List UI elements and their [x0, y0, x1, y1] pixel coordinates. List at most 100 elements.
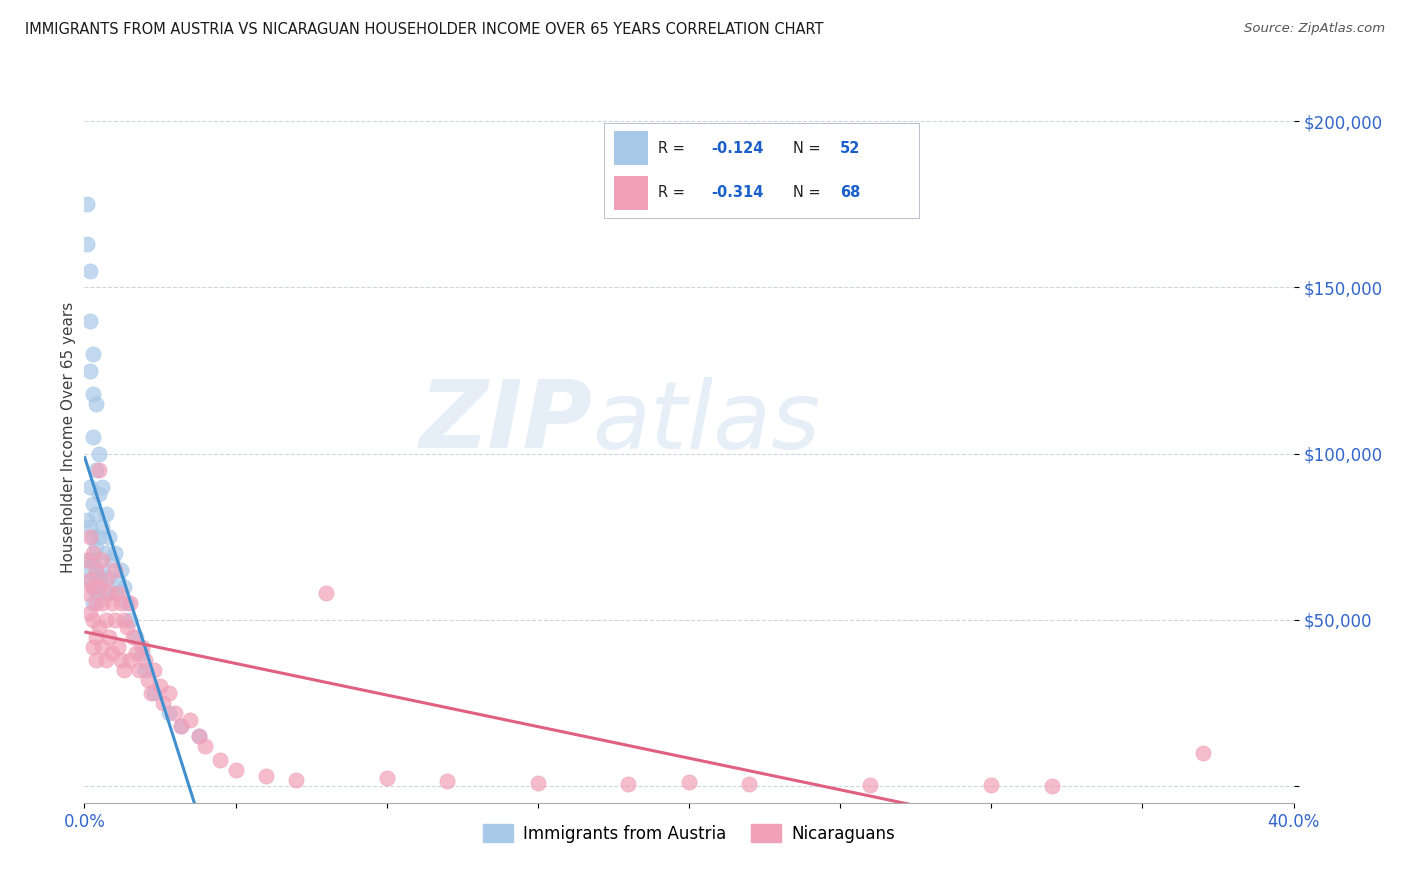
- Point: [118, 596, 141, 610]
- Point: [115, 596, 138, 610]
- Point: [91, 596, 114, 610]
- Point: [104, 613, 127, 627]
- Point: [170, 719, 193, 733]
- Point: [89, 530, 111, 544]
- Point: [375, 771, 398, 785]
- Point: [91, 480, 114, 494]
- Text: IMMIGRANTS FROM AUSTRIA VS NICARAGUAN HOUSEHOLDER INCOME OVER 65 YEARS CORRELATI: IMMIGRANTS FROM AUSTRIA VS NICARAGUAN HO…: [25, 22, 824, 37]
- Point: [859, 778, 882, 792]
- Point: [209, 753, 232, 767]
- Point: [91, 520, 114, 534]
- Point: [76, 553, 98, 567]
- Point: [97, 530, 120, 544]
- Point: [79, 264, 101, 278]
- Point: [125, 646, 148, 660]
- Point: [285, 772, 308, 787]
- Point: [125, 630, 148, 644]
- Point: [1040, 779, 1063, 793]
- Point: [112, 663, 135, 677]
- Point: [82, 387, 104, 401]
- Point: [115, 619, 138, 633]
- Point: [136, 673, 159, 687]
- Point: [118, 613, 141, 627]
- Point: [76, 197, 98, 211]
- Point: [157, 686, 180, 700]
- Point: [107, 586, 129, 600]
- Point: [139, 686, 162, 700]
- Point: [86, 397, 108, 411]
- Point: [76, 586, 98, 600]
- Point: [82, 580, 104, 594]
- Point: [152, 696, 174, 710]
- Point: [91, 553, 114, 567]
- Point: [79, 480, 101, 494]
- Point: [617, 776, 640, 790]
- Point: [157, 706, 180, 720]
- Point: [94, 573, 117, 587]
- Point: [94, 546, 117, 560]
- Point: [82, 497, 104, 511]
- Point: [82, 553, 104, 567]
- Point: [436, 774, 458, 789]
- Text: Source: ZipAtlas.com: Source: ZipAtlas.com: [1244, 22, 1385, 36]
- Point: [315, 586, 337, 600]
- Point: [79, 363, 101, 377]
- Point: [738, 777, 761, 791]
- Point: [112, 613, 135, 627]
- Point: [89, 573, 111, 587]
- Point: [82, 613, 104, 627]
- Point: [97, 586, 120, 600]
- Point: [89, 447, 111, 461]
- Point: [89, 580, 111, 594]
- Point: [86, 507, 108, 521]
- Point: [82, 347, 104, 361]
- Point: [179, 713, 201, 727]
- Point: [79, 573, 101, 587]
- Point: [82, 596, 104, 610]
- Point: [194, 739, 217, 754]
- Point: [678, 775, 700, 789]
- Point: [188, 729, 211, 743]
- Point: [94, 507, 117, 521]
- Point: [134, 663, 156, 677]
- Point: [82, 430, 104, 444]
- Point: [165, 706, 187, 720]
- Point: [82, 580, 104, 594]
- Point: [107, 573, 129, 587]
- Point: [86, 540, 108, 554]
- Point: [134, 653, 156, 667]
- Point: [91, 640, 114, 654]
- Point: [86, 586, 108, 600]
- Point: [86, 463, 108, 477]
- Point: [110, 596, 132, 610]
- Point: [254, 769, 277, 783]
- Point: [1192, 746, 1215, 760]
- Point: [86, 653, 108, 667]
- Text: atlas: atlas: [592, 377, 821, 468]
- Point: [131, 646, 153, 660]
- Point: [79, 520, 101, 534]
- Point: [142, 686, 165, 700]
- Point: [89, 486, 111, 500]
- Point: [79, 607, 101, 621]
- Point: [104, 586, 127, 600]
- Point: [82, 640, 104, 654]
- Legend: Immigrants from Austria, Nicaraguans: Immigrants from Austria, Nicaraguans: [477, 818, 901, 849]
- Point: [104, 563, 127, 577]
- Point: [79, 314, 101, 328]
- Point: [149, 680, 172, 694]
- Point: [86, 566, 108, 581]
- Point: [79, 530, 101, 544]
- Point: [128, 663, 150, 677]
- Point: [980, 778, 1002, 792]
- Point: [100, 596, 122, 610]
- Point: [97, 570, 120, 584]
- Point: [112, 580, 135, 594]
- Point: [82, 530, 104, 544]
- Point: [94, 613, 117, 627]
- Text: ZIP: ZIP: [419, 376, 592, 468]
- Point: [76, 563, 98, 577]
- Point: [104, 546, 127, 560]
- Point: [188, 729, 211, 743]
- Point: [131, 640, 153, 654]
